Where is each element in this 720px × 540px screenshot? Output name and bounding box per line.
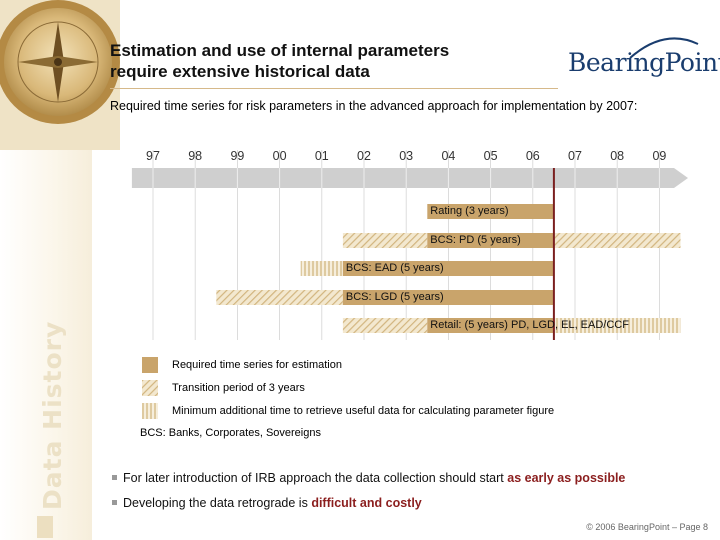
legend-label-transition: Transition period of 3 years: [172, 382, 305, 394]
bullet-square-icon: [112, 475, 117, 481]
year-label-03: 03: [399, 149, 414, 163]
bearingpoint-logo: BearingPoint: [568, 34, 720, 84]
title-line-1: Estimation and use of internal parameter…: [110, 41, 450, 60]
title-divider: [110, 88, 558, 89]
logo-text: BearingPoint: [568, 48, 720, 77]
bullet-retrograde: Developing the data retrograde is diffic…: [112, 496, 422, 510]
bar-segment-transition: [342, 318, 428, 333]
timeline-arrow: [131, 168, 688, 188]
year-label-05: 05: [483, 149, 498, 163]
bar-label: BCS: LGD (5 years): [345, 291, 444, 303]
bullet-emphasis: as early as possible: [507, 471, 626, 485]
bcs-note: BCS: Banks, Corporates, Sovereigns: [140, 427, 321, 439]
legend-label-estimation: Required time series for estimation: [172, 359, 342, 371]
bullet-early-collection: For later introduction of IRB approach t…: [112, 471, 625, 485]
bar-segment-transition: [216, 290, 343, 305]
side-marker: [37, 516, 53, 538]
bar-label: Retail: (5 years) PD, LGD, EL, EAD/CCF: [430, 319, 629, 331]
bar-segment-transition: [342, 233, 428, 248]
year-label-97: 97: [146, 149, 160, 163]
year-label-01: 01: [314, 149, 329, 163]
year-label-08: 08: [610, 149, 625, 163]
side-title: Data History: [38, 320, 67, 510]
year-label-06: 06: [525, 149, 540, 163]
year-label-98: 98: [188, 149, 203, 163]
bar-segment-transition: [553, 233, 681, 248]
year-label-09: 09: [652, 149, 667, 163]
legend-label-minimum: Minimum additional time to retrieve usef…: [172, 405, 555, 417]
bullet-text: Developing the data retrograde is: [123, 496, 312, 510]
subtitle: Required time series for risk parameters…: [110, 99, 638, 113]
bullet-emphasis: difficult and costly: [311, 496, 422, 510]
bar-segment-minimum: [300, 261, 343, 276]
bar-label: Rating (3 years): [430, 205, 509, 217]
year-label-04: 04: [441, 149, 456, 163]
page-title: Estimation and use of internal parameter…: [110, 40, 550, 82]
year-label-00: 00: [272, 149, 287, 163]
footer-copyright: © 2006 BearingPoint – Page 8: [586, 522, 708, 532]
logo-arc-icon: [629, 37, 699, 59]
compass-image: [0, 0, 120, 150]
year-label-99: 99: [230, 149, 245, 163]
legend-swatch-minimum: [142, 403, 158, 419]
year-label-02: 02: [357, 149, 371, 163]
legend-swatch-estimation: [142, 357, 158, 373]
bullet-text: For later introduction of IRB approach t…: [123, 471, 508, 485]
title-line-2: require extensive historical data: [110, 62, 370, 81]
legend-swatch-transition: [142, 380, 158, 396]
year-label-07: 07: [568, 149, 582, 163]
bar-label: BCS: PD (5 years): [430, 234, 521, 246]
bullet-square-icon: [112, 500, 117, 506]
bar-label: BCS: EAD (5 years): [345, 262, 444, 274]
